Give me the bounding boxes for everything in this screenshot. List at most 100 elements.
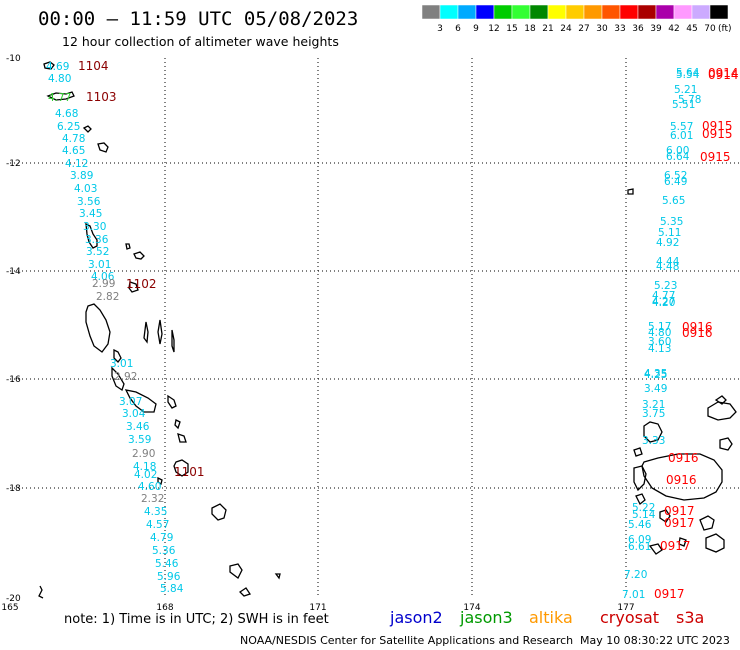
wave-height-value: 3.56	[77, 196, 101, 208]
wave-height-value: 4.25	[644, 369, 667, 381]
island-outline	[85, 303, 111, 353]
legend-unit: (ft)	[718, 24, 732, 34]
island-outline	[38, 585, 44, 599]
island-outline	[85, 222, 98, 249]
island-outline	[643, 421, 663, 443]
wave-height-value: 4.44	[656, 256, 680, 268]
pass-time-label: 1104	[78, 59, 109, 73]
island-outline	[678, 537, 687, 547]
legend-label: 15	[506, 24, 517, 34]
wave-height-value: 2.32	[141, 493, 164, 505]
pass-time-label: 1102	[126, 277, 157, 291]
wave-height-value: 3.45	[79, 208, 102, 220]
wave-height-value: 3.04	[122, 408, 146, 420]
pass-time-label: 0917	[664, 516, 695, 530]
lat-label: -16	[6, 375, 21, 385]
wave-height-value: 6.09	[628, 534, 651, 546]
legend-label: 42	[668, 24, 679, 34]
wave-height-value: 5.96	[157, 571, 181, 583]
legend-label: 33	[614, 24, 625, 34]
wave-height-value: 3.59	[128, 434, 151, 446]
island-outline	[167, 394, 177, 409]
island-outline	[177, 433, 187, 443]
wave-height-value: 5.54	[676, 69, 700, 81]
lat-label: -14	[6, 267, 21, 277]
island-outline	[125, 243, 131, 250]
island-outline	[635, 493, 646, 506]
island-outline	[97, 142, 109, 153]
wave-height-value: 4.77	[48, 92, 71, 104]
pass-time-label: 1101	[174, 465, 205, 479]
legend-label: 6	[455, 24, 461, 34]
island-outline	[124, 389, 157, 413]
page-subtitle: 12 hour collection of altimeter wave hei…	[62, 34, 339, 49]
island-outline	[229, 563, 243, 579]
legend-label: 36	[632, 24, 644, 34]
wave-height-value: 4.20	[652, 297, 675, 309]
wave-height-value: 4.03	[74, 183, 97, 195]
wave-height-value: 3.30	[83, 221, 106, 233]
island-outline	[705, 533, 725, 553]
wave-height-value: 6.00	[666, 145, 689, 157]
wave-height-value: 3.36	[85, 234, 109, 246]
wave-height-value: 6.61	[628, 541, 651, 553]
pass-time-label: 1103	[86, 90, 117, 104]
island-outline	[648, 543, 663, 555]
wave-height-value: 4.77	[652, 290, 675, 302]
wave-height-value: 2.99	[92, 278, 115, 290]
wave-height-value: 4.69	[46, 61, 69, 73]
wave-height-value: 4.12	[65, 158, 88, 170]
satellite-jason2-label: jason2	[390, 608, 443, 627]
wave-height-value: 4.57	[146, 519, 169, 531]
wave-height-value: 4.27	[652, 296, 675, 308]
island-outline	[143, 321, 149, 344]
wave-height-value: 4.80	[648, 327, 671, 339]
island-outline	[211, 503, 227, 521]
wave-height-value: 3.49	[644, 383, 667, 395]
wave-height-value: 6.25	[57, 121, 80, 133]
satellite-cryosat-label: cryosat	[600, 608, 660, 627]
wave-height-value: 5.35	[660, 216, 683, 228]
wave-height-value: 5.21	[674, 84, 697, 96]
island-outline	[659, 509, 671, 523]
pass-time-label: 0917	[664, 504, 695, 518]
pass-time-label: 0914	[708, 68, 739, 82]
legend-label: 45	[686, 24, 697, 34]
wave-height-value: 3.89	[70, 170, 93, 182]
island-outline	[719, 437, 733, 451]
wave-height-value: 7.01	[622, 589, 645, 601]
wave-height-value: 5.78	[678, 94, 701, 106]
wave-height-value: 5.22	[632, 502, 655, 514]
wave-height-value: 6.49	[664, 176, 687, 188]
wave-height-value: 5.65	[662, 195, 685, 207]
satellite-jason3-label: jason3	[460, 608, 513, 627]
island-outline	[128, 281, 139, 293]
lon-label: 177	[617, 603, 634, 613]
wave-height-value: 4.60	[138, 481, 161, 493]
wave-height-value: 5.46	[628, 519, 652, 531]
island-outline	[238, 587, 252, 597]
island-outline	[633, 465, 647, 492]
island-outline	[274, 573, 281, 580]
legend-label: 21	[542, 24, 553, 34]
lat-label: -20	[6, 594, 21, 604]
legend-label: 9	[473, 24, 479, 34]
wave-height-value: 3.75	[642, 408, 665, 420]
legend-label: 18	[524, 24, 536, 34]
lon-label: 171	[309, 603, 326, 613]
legend-label: 27	[578, 24, 589, 34]
island-outline	[174, 419, 181, 430]
wave-height-value: 4.18	[133, 461, 156, 473]
legend-label: 30	[596, 24, 608, 34]
pass-time-label: 0915	[700, 150, 731, 164]
lat-label: -18	[6, 484, 21, 494]
wave-height-value: 2.90	[132, 448, 155, 460]
legend-label: 24	[560, 24, 572, 34]
credit-text: NOAA/NESDIS Center for Satellite Applica…	[240, 634, 574, 647]
wave-height-value: 4.78	[62, 133, 85, 145]
wave-height-value: 4.92	[656, 237, 679, 249]
pass-time-label: 0915	[702, 127, 733, 141]
pass-time-label: 0916	[666, 473, 697, 487]
island-outline	[157, 319, 163, 345]
pass-time-label: 0917	[660, 539, 691, 553]
